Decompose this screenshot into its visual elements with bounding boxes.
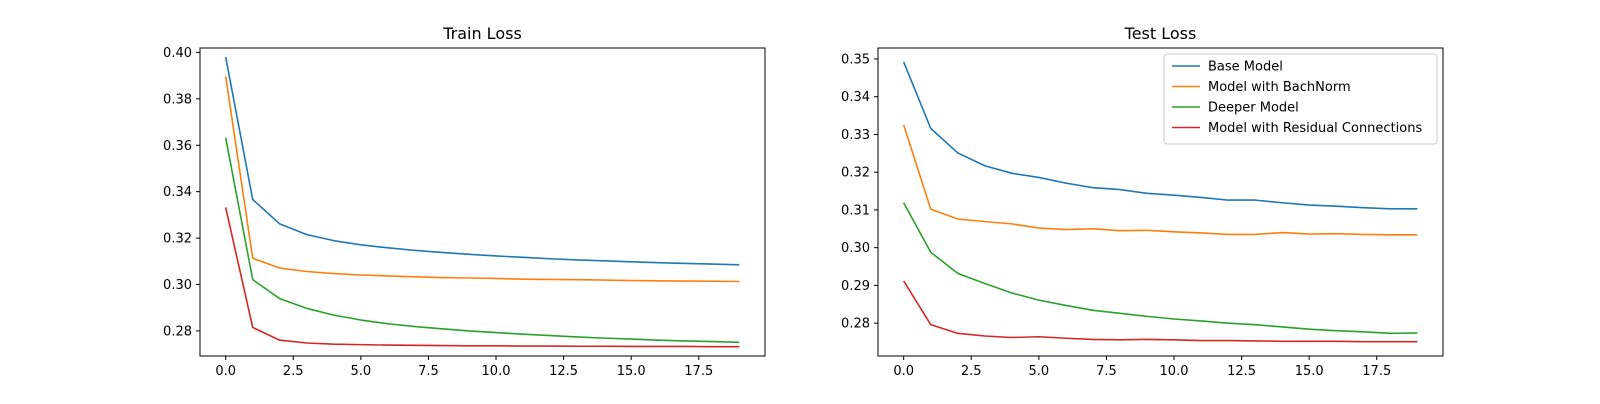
chart-title: Train Loss — [442, 24, 522, 43]
series-line-model-with-residual-connections — [902, 280, 1418, 343]
x-tick-label: 15.0 — [617, 364, 646, 379]
axes-frame — [877, 47, 1444, 357]
y-tick-label: 0.30 — [841, 241, 870, 256]
train-loss-chart: Train Loss 0.0 2.5 5.0 7.5 10.0 12.5 15.0 17.50… — [163, 24, 766, 379]
y-tick-label: 0.35 — [841, 52, 870, 67]
chart-title: Test Loss — [1124, 24, 1197, 43]
x-tick-label: 17.5 — [1362, 364, 1391, 379]
y-tick-label: 0.31 — [841, 203, 870, 218]
x-tick-label: 12.5 — [549, 364, 578, 379]
series-line-model-with-bachnorm — [224, 76, 740, 283]
legend-label-model-with-bachnorm: Model with BachNorm — [1208, 80, 1351, 95]
axes-frame — [199, 47, 766, 357]
legend-label-model-with-residual-connections: Model with Residual Connections — [1208, 121, 1422, 136]
x-tick-label: 17.5 — [684, 364, 713, 379]
x-tick-label: 7.5 — [418, 364, 439, 379]
x-tick-label: 15.0 — [1295, 364, 1324, 379]
y-tick-label: 0.34 — [163, 185, 192, 200]
legend-box — [1163, 53, 1438, 145]
x-tick-label: 10.0 — [482, 364, 511, 379]
series-line-deeper-model — [224, 137, 740, 344]
y-tick-label: 0.40 — [163, 46, 192, 61]
legend: Base Model Model with BachNorm Deeper Mode… — [1163, 53, 1438, 145]
y-tick-label: 0.38 — [163, 92, 192, 107]
series-line-model-with-bachnorm — [902, 124, 1418, 236]
y-tick-label: 0.32 — [163, 232, 192, 247]
y-tick-label: 0.28 — [163, 324, 192, 339]
legend-label-deeper-model: Deeper Model — [1208, 101, 1299, 116]
x-tick-label: 12.5 — [1227, 364, 1256, 379]
series-lines — [902, 61, 1418, 343]
x-tick-label: 10.0 — [1160, 364, 1189, 379]
y-tick-label: 0.32 — [841, 166, 870, 181]
legend-label-base-model: Base Model — [1208, 60, 1283, 75]
y-tick-label: 0.33 — [841, 128, 870, 143]
y-tick-label: 0.34 — [841, 90, 870, 105]
x-tick-label: 5.0 — [1029, 364, 1050, 379]
y-tick-label: 0.36 — [163, 139, 192, 154]
axis-ticks: 0.0 2.5 5.0 7.5 10.0 12.5 15.0 17.5 0.28 0.29 0.30… — [841, 52, 1391, 379]
y-tick-label: 0.29 — [841, 279, 870, 294]
series-line-deeper-model — [902, 202, 1418, 335]
test-loss-chart: Test Loss 0.0 2.5 5.0 7.5 10.0 12.5 15.0 17.50.… — [841, 24, 1444, 379]
series-line-model-with-residual-connections — [224, 207, 740, 348]
axis-ticks: 0.0 2.5 5.0 7.5 10.0 12.5 15.0 17.5 0.28 0.30 0.32… — [163, 46, 713, 379]
x-tick-label: 2.5 — [283, 364, 304, 379]
series-lines — [224, 56, 740, 348]
x-tick-label: 0.0 — [893, 364, 914, 379]
x-tick-label: 7.5 — [1096, 364, 1117, 379]
x-tick-label: 2.5 — [961, 364, 982, 379]
y-tick-label: 0.28 — [841, 317, 870, 332]
series-line-base-model — [224, 56, 740, 266]
y-tick-label: 0.30 — [163, 278, 192, 293]
x-tick-label: 5.0 — [351, 364, 372, 379]
series-line-base-model — [902, 61, 1418, 210]
x-tick-label: 0.0 — [215, 364, 236, 379]
